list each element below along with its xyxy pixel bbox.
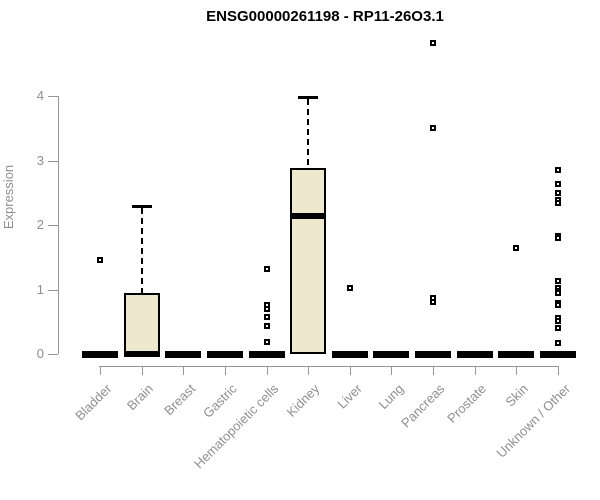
outlier-point — [263, 323, 270, 330]
x-category-label: Skin — [502, 381, 532, 410]
x-axis-tick — [433, 366, 434, 375]
y-axis-tick — [48, 225, 58, 226]
y-axis-tick — [48, 290, 58, 291]
y-axis-tick — [48, 161, 58, 162]
zero-median-bar — [248, 351, 285, 358]
outlier-point — [430, 125, 437, 132]
x-axis-tick — [225, 366, 226, 375]
outlier-point — [430, 40, 437, 47]
chart-title: ENSG00000261198 - RP11-26O3.1 — [206, 8, 444, 25]
x-category-label: Brain — [124, 381, 157, 414]
whisker-line — [140, 207, 143, 293]
outlier-point — [513, 245, 520, 252]
whisker-line — [307, 99, 310, 169]
x-axis-line — [99, 366, 560, 367]
y-tick-label: 3 — [36, 152, 44, 168]
box — [123, 292, 160, 354]
x-axis-tick — [516, 366, 517, 375]
box — [290, 168, 327, 354]
x-category-label: Breast — [160, 381, 198, 419]
x-category-label: Prostate — [444, 381, 490, 426]
zero-median-bar — [331, 351, 368, 358]
y-tick-label: 2 — [36, 217, 44, 232]
y-tick-label: 4 — [36, 88, 44, 103]
x-axis-tick — [475, 366, 476, 375]
x-axis-tick — [558, 366, 559, 375]
x-axis-tick — [183, 366, 184, 375]
x-category-label: Kidney — [284, 381, 323, 420]
outlier-point — [555, 301, 562, 308]
y-axis-tick — [48, 354, 58, 355]
outlier-point — [555, 325, 562, 332]
x-category-label: Lung — [375, 381, 407, 413]
whisker-cap — [131, 204, 152, 208]
zero-median-bar — [498, 351, 535, 358]
median-line — [123, 351, 160, 357]
x-axis-tick — [267, 366, 268, 375]
outlier-point — [555, 167, 562, 174]
zero-median-bar — [415, 351, 452, 358]
zero-median-bar — [540, 351, 577, 358]
outlier-point — [430, 298, 437, 305]
x-axis-tick — [100, 366, 101, 375]
y-tick-label: 1 — [36, 281, 44, 297]
y-axis-tick — [48, 96, 58, 97]
outlier-point — [555, 189, 562, 196]
x-category-label: Gastric — [199, 381, 240, 421]
outlier-point — [555, 200, 562, 207]
y-tick-label: 0 — [36, 346, 44, 361]
y-axis-line — [58, 96, 59, 354]
zero-median-bar — [373, 351, 410, 358]
outlier-point — [555, 340, 562, 347]
outlier-point — [97, 257, 103, 264]
zero-median-bar — [456, 351, 493, 358]
outlier-point — [555, 278, 562, 285]
outlier-point — [263, 338, 270, 345]
outlier-point — [555, 290, 562, 297]
outlier-point — [263, 313, 270, 320]
outlier-point — [346, 285, 353, 292]
outlier-point — [263, 305, 270, 312]
outlier-point — [555, 180, 562, 187]
median-line — [290, 212, 327, 219]
outlier-point — [555, 318, 562, 325]
x-category-label: Bladder — [72, 381, 115, 424]
x-category-label: Liver — [333, 381, 365, 412]
x-axis-tick — [308, 366, 309, 375]
zero-median-bar — [82, 351, 118, 358]
x-axis-tick — [350, 366, 351, 375]
whisker-cap — [298, 96, 319, 100]
x-axis-tick — [142, 366, 143, 375]
x-axis-tick — [391, 366, 392, 375]
x-category-label: Pancreas — [398, 381, 448, 431]
zero-median-bar — [206, 351, 243, 358]
x-category-label: Unknown / Other — [493, 381, 573, 461]
outlier-point — [263, 265, 270, 272]
zero-median-bar — [165, 351, 202, 358]
outlier-point — [555, 234, 562, 241]
